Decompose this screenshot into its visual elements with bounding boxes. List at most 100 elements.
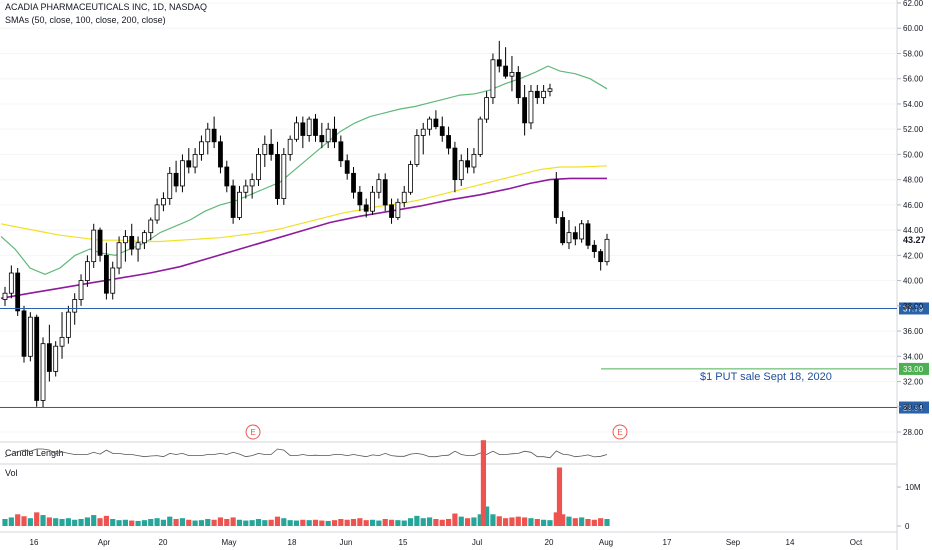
volume-bar (591, 519, 597, 526)
candle (103, 242, 109, 300)
volume-bar (363, 520, 369, 526)
volume-label[interactable]: Vol (5, 468, 18, 478)
candle (414, 129, 420, 168)
price-tick-label: 48.00 (903, 176, 924, 185)
volume-bar (173, 518, 179, 526)
volume-bar (224, 518, 230, 526)
candle-body (591, 244, 597, 252)
candle (484, 91, 490, 123)
volume-bar (490, 514, 496, 526)
candle-body (103, 254, 109, 294)
volume-bar (553, 512, 559, 526)
candle-body (370, 191, 375, 212)
candle (541, 85, 547, 104)
candle-body (471, 154, 477, 168)
candle-body (420, 128, 426, 136)
volume-bar (484, 506, 490, 526)
candle (135, 236, 141, 262)
volume-bar (34, 512, 40, 526)
candle (351, 167, 356, 199)
earnings-marker-label: E (617, 428, 622, 437)
volume-bar (338, 518, 344, 526)
volume-bar (97, 518, 103, 526)
candle (306, 116, 312, 142)
candle (123, 230, 128, 262)
candle-body (382, 179, 388, 206)
price-tick-label: 60.00 (903, 24, 924, 33)
candle (275, 141, 280, 205)
candle (243, 179, 249, 199)
volume-bar (331, 520, 338, 526)
volume-bar (21, 516, 27, 526)
candle-body (21, 310, 27, 357)
candle-body (180, 160, 185, 187)
candle-body (78, 280, 84, 300)
volume-bar (205, 518, 211, 526)
candle (477, 116, 483, 157)
volume-bar (160, 519, 167, 526)
time-tick-label: 17 (663, 538, 672, 547)
volume-tick-label: 10M (905, 483, 921, 492)
candle (427, 116, 432, 136)
price-tick-label: 52.00 (903, 125, 924, 134)
candle-body (281, 154, 287, 199)
indicator-legend[interactable]: SMAs (50, close, 100, close, 200, close) (5, 15, 166, 25)
candle (503, 47, 509, 79)
volume-bar (439, 519, 445, 526)
candle (439, 116, 445, 142)
time-tick-label: 14 (786, 538, 795, 547)
candle (420, 122, 426, 155)
candle-body (496, 59, 502, 67)
candle (572, 226, 578, 246)
earnings-marker-1[interactable]: E (245, 424, 261, 440)
candle-body (256, 154, 261, 181)
level-badge-label: 29.94 (903, 404, 924, 413)
volume-bar (401, 520, 407, 526)
candle (161, 192, 166, 212)
price-tick-label: 58.00 (903, 49, 924, 58)
candle (446, 126, 451, 155)
candles (2, 40, 610, 408)
candle (224, 160, 230, 193)
candle (553, 172, 559, 224)
candle (53, 341, 59, 377)
candle (338, 135, 344, 168)
candle-body (604, 238, 610, 263)
candle-body (154, 204, 160, 221)
level-badge-label: 37.79 (903, 304, 924, 313)
candle-body (65, 311, 71, 338)
volume-bar (27, 518, 33, 526)
candle-body (503, 65, 509, 77)
candle-body (148, 219, 154, 234)
price-tick-label: 40.00 (903, 277, 924, 286)
candle (319, 122, 325, 149)
candle (522, 85, 528, 136)
volume-bar (167, 516, 173, 526)
candle-length-label[interactable]: Candle Length (5, 448, 64, 458)
candle-body (465, 160, 470, 168)
candle (97, 227, 103, 262)
candle (237, 185, 242, 221)
candle-body (8, 272, 14, 294)
candle-body (439, 126, 445, 136)
candle (598, 249, 604, 271)
candle-body (249, 179, 255, 187)
volume-bar (15, 514, 21, 526)
earnings-marker-2[interactable]: E (612, 424, 628, 440)
volume-axis: 10M 0 (897, 483, 921, 531)
volume-bar (8, 517, 14, 526)
candle-body (275, 154, 280, 199)
candle-body (306, 118, 312, 136)
candle (186, 148, 192, 174)
candle-body (395, 201, 401, 218)
level-badge-label: 33.00 (903, 365, 924, 374)
candle-body (452, 147, 458, 181)
candle-body (116, 242, 122, 269)
candle-body (262, 143, 268, 155)
volume-bars (2, 440, 610, 526)
candle-body (161, 198, 166, 206)
symbol-title[interactable]: ACADIA PHARMACEUTICALS INC, 1D, NASDAQ (5, 2, 208, 12)
candle-body (528, 90, 534, 124)
candle-body (338, 141, 344, 162)
